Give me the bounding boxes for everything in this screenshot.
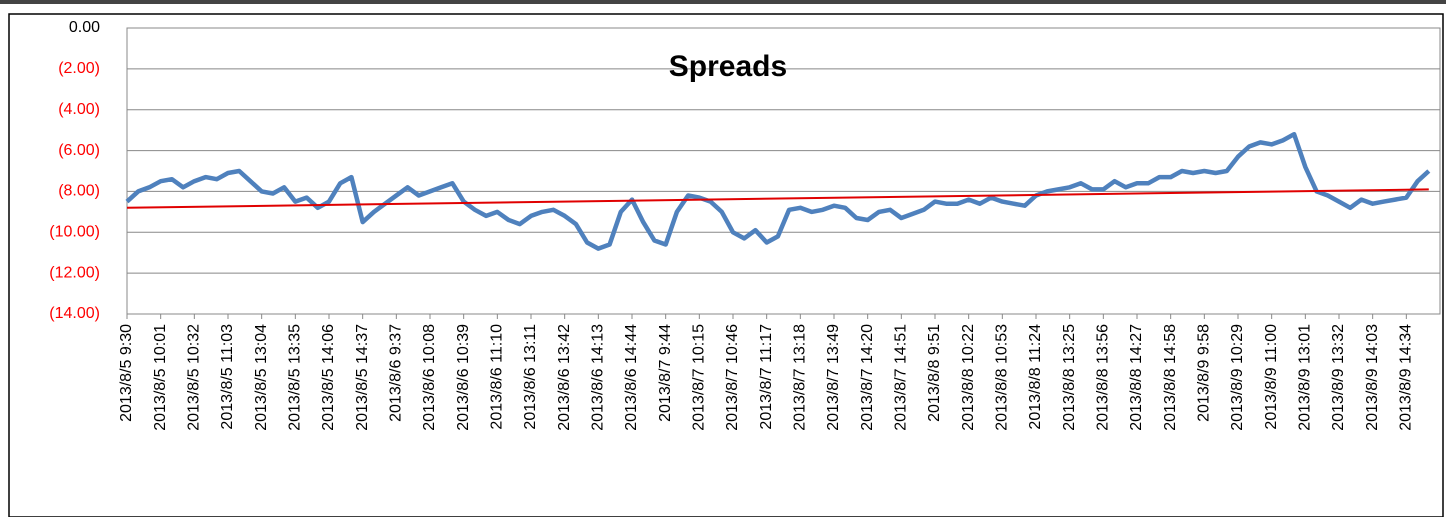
x-tick-label: 2013/8/9 13:32 — [1330, 324, 1347, 431]
x-tick-label: 2013/8/7 9:44 — [657, 324, 674, 422]
y-tick-label: (14.00) — [49, 305, 100, 322]
x-tick-label: 2013/8/5 11:03 — [219, 324, 236, 430]
x-tick-label: 2013/8/8 11:24 — [1027, 324, 1044, 430]
x-tick-label: 2013/8/8 9:51 — [926, 324, 943, 422]
x-tick-label: 2013/8/6 9:37 — [388, 324, 405, 422]
x-tick-label: 2013/8/7 10:15 — [691, 324, 708, 431]
x-tick-label: 2013/8/9 11:00 — [1263, 324, 1280, 430]
x-tick-label: 2013/8/5 9:30 — [118, 324, 135, 422]
x-tick-label: 2013/8/7 13:49 — [825, 324, 842, 431]
x-tick-label: 2013/8/8 10:53 — [994, 324, 1011, 431]
x-tick-label: 2013/8/9 14:34 — [1398, 324, 1415, 431]
x-tick-label: 2013/8/7 14:20 — [859, 324, 876, 431]
x-tick-label: 2013/8/5 13:35 — [287, 324, 304, 431]
y-tick-label: (2.00) — [58, 60, 100, 77]
x-tick-label: 2013/8/6 11:10 — [489, 324, 506, 430]
y-tick-label: (10.00) — [49, 224, 100, 241]
x-tick-label: 2013/8/5 10:01 — [152, 324, 169, 431]
x-tick-label: 2013/8/5 14:06 — [320, 324, 337, 431]
x-tick-label: 2013/8/9 10:29 — [1229, 324, 1246, 431]
y-tick-label: (4.00) — [58, 101, 100, 118]
x-tick-label: 2013/8/5 10:32 — [186, 324, 203, 431]
y-tick-label: (6.00) — [58, 142, 100, 159]
x-tick-label: 2013/8/6 14:44 — [623, 324, 640, 431]
y-tick-label: 0.00 — [69, 19, 100, 36]
plot-area — [126, 27, 1441, 315]
x-tick-label: 2013/8/7 13:18 — [792, 324, 809, 431]
y-tick-label: (8.00) — [58, 183, 100, 200]
x-tick-label: 2013/8/9 14:03 — [1364, 324, 1381, 431]
trendline — [126, 188, 1429, 209]
x-tick-label: 2013/8/8 14:27 — [1128, 324, 1145, 431]
x-tick-label: 2013/8/7 11:17 — [758, 324, 775, 430]
top-edge — [0, 0, 1446, 4]
x-tick-label: 2013/8/8 10:22 — [960, 324, 977, 431]
x-tick-label: 2013/8/6 13:42 — [556, 324, 573, 431]
x-tick-label: 2013/8/8 13:56 — [1095, 324, 1112, 431]
x-tick-label: 2013/8/7 14:51 — [893, 324, 910, 431]
x-tick-label: 2013/8/9 13:01 — [1297, 324, 1314, 431]
chart-title: Spreads — [669, 50, 787, 83]
x-tick-label: 2013/8/7 10:46 — [724, 324, 741, 431]
series-line — [125, 131, 1431, 251]
x-tick-label: 2013/8/8 14:58 — [1162, 324, 1179, 431]
x-tick-label: 2013/8/6 10:39 — [455, 324, 472, 431]
x-tick-label: 2013/8/5 14:37 — [354, 324, 371, 431]
x-tick-label: 2013/8/8 13:25 — [1061, 324, 1078, 431]
y-tick-label: (12.00) — [49, 264, 100, 281]
x-tick-label: 2013/8/9 9:58 — [1196, 324, 1213, 422]
x-tick-label: 2013/8/6 14:13 — [590, 324, 607, 431]
x-tick-label: 2013/8/6 13:11 — [522, 324, 539, 430]
x-tick-label: 2013/8/6 10:08 — [421, 324, 438, 431]
chart-frame — [8, 13, 1444, 518]
x-tick-label: 2013/8/5 13:04 — [253, 324, 270, 431]
